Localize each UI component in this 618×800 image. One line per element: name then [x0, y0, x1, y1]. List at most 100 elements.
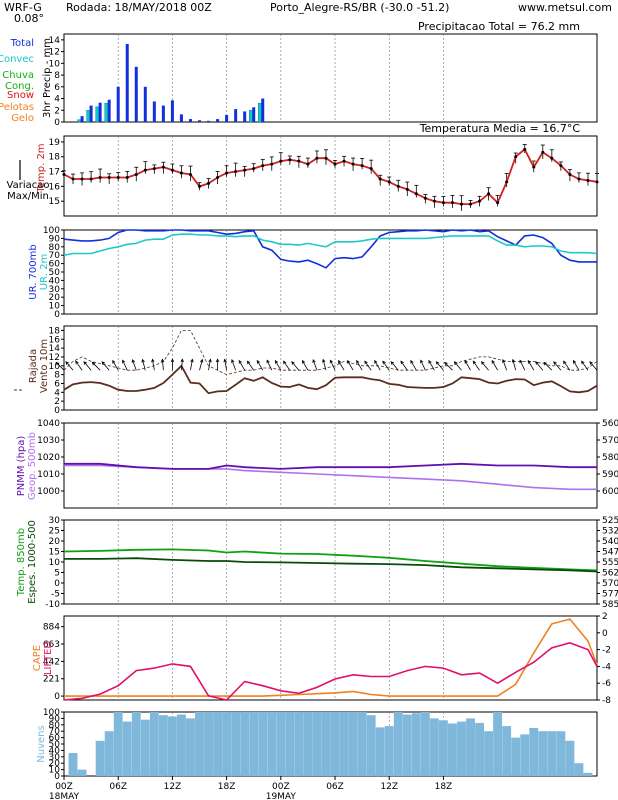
wind-arrow-head [589, 361, 593, 365]
ytick-label: 2 [54, 397, 60, 407]
wind-arrow [436, 361, 444, 371]
ytick-label: 19 [49, 138, 61, 148]
wind-arrow [238, 360, 246, 371]
wind-arrow [283, 360, 291, 371]
temp-point [143, 168, 147, 172]
wind-arrow-head [410, 359, 414, 364]
cloud-bar [339, 712, 349, 776]
espes-line [64, 557, 598, 573]
cloud-bar [149, 712, 159, 776]
precip-ylabel-line: 3hr Precip - mm [42, 38, 53, 118]
precip-panel-frame [63, 33, 598, 123]
ytick-label: 1040 [37, 419, 60, 429]
temp-point [198, 184, 202, 188]
precip-total-bar [152, 101, 156, 122]
wind-arrow-head [83, 361, 87, 365]
header: WRF-G 0.08° Rodada: 18/MAY/2018 00Z Port… [4, 1, 612, 25]
ytick-label: 0 [54, 692, 60, 702]
wind-panel-frame [63, 325, 598, 411]
temp-ylabel-line: Temp. 2m [36, 143, 47, 193]
legend-4: Gelo [11, 113, 34, 124]
wind-arrow-head [112, 359, 116, 364]
temp-point [459, 202, 463, 206]
humidity-ylabel-line: UR. 700mb [28, 244, 39, 299]
temp-point [496, 201, 500, 205]
wind-arrow [55, 362, 65, 371]
ytick-label: 90 [49, 234, 61, 244]
wind-arrow-head [160, 358, 165, 363]
cape-ylabel-line: LIFTED [43, 641, 54, 676]
wind-arrow-head [200, 358, 204, 363]
wind-arrow-head [55, 361, 60, 366]
ytick-label: 12 [49, 48, 60, 58]
legend-4: Pelotas [0, 102, 34, 113]
wind-arrow [208, 359, 211, 371]
temp-point [333, 162, 337, 166]
ytick-label: -10 [45, 600, 60, 610]
temp-point [261, 164, 265, 168]
cloud-bar [484, 731, 494, 776]
wind-arrow [464, 360, 471, 371]
temp-point [225, 171, 229, 175]
precip-total-bar [170, 100, 174, 122]
temp-point [369, 167, 373, 171]
ytick-label: 16 [49, 182, 61, 192]
ytick-label: 15 [49, 197, 60, 207]
pressure-ylabel: PNMM (hpa) Geop. 500mb [16, 432, 38, 500]
cloud-bar [393, 712, 403, 776]
wind-arrow-head [400, 360, 404, 365]
wind-arrow [181, 359, 183, 371]
variacao-label: Variacao [7, 180, 50, 191]
wind-arrow [312, 359, 318, 371]
cloud-bar [204, 712, 213, 776]
temp-media-title: Temperatura Media = 16.7°C [419, 122, 581, 135]
station-name: Porto_Alegre-RS/BR (-30.0 -51.2) [270, 1, 449, 14]
wind-arrow [338, 360, 345, 371]
cloud-bar [312, 712, 322, 776]
cloud-bar [565, 740, 575, 776]
ytick-label: 100 [43, 226, 60, 236]
day-label: 18MAY [49, 792, 80, 800]
wind-arrow [190, 359, 193, 371]
ytick-label: 80 [49, 721, 61, 731]
cloud-bar [176, 714, 186, 776]
ytick-label: 0 [54, 579, 60, 589]
y2tick-label: 570 [602, 579, 618, 589]
precip-ylabel: 3hr Precip - mm [42, 38, 53, 118]
wind-arrow-head [563, 360, 567, 365]
cloud-bar [276, 712, 286, 776]
wind-arrow-head [291, 361, 295, 365]
pressure-ylabel-line: PNMM (hpa) [16, 436, 27, 497]
wind-arrow [535, 361, 544, 371]
cloud-bar [538, 731, 548, 776]
temp-point [405, 187, 409, 191]
temp-point [478, 199, 482, 203]
wind-arrow-head [223, 358, 227, 363]
precip-total-title: Precipitacao Total = 76.2 mm [418, 20, 580, 33]
cloud-bar [294, 712, 304, 776]
temp-point [80, 177, 84, 181]
precip-total-bar [261, 98, 265, 122]
cloud-bar [249, 712, 259, 776]
precip-total-bar [107, 99, 111, 122]
wind-arrow-head [347, 359, 351, 364]
day-label: 19MAY [266, 792, 297, 800]
wind-arrow-head [65, 361, 69, 365]
wind-arrow-head [535, 361, 539, 365]
ytick-label: 40 [49, 746, 61, 756]
temp-point [351, 162, 355, 166]
precip-total-bar [188, 119, 192, 122]
wind-arrow-head [329, 359, 333, 364]
ur700-line [63, 229, 597, 269]
site-link[interactable]: www.metsul.com [518, 1, 612, 14]
wind-ylabel-line: Vento 10m [39, 339, 50, 393]
precip-total-bar [125, 43, 129, 123]
temp-point [532, 165, 536, 169]
precip-total-bar [179, 114, 183, 122]
legend-2: Chuva [2, 70, 34, 81]
precip-total-bar [134, 66, 138, 122]
cloud-bar [457, 721, 466, 776]
temp-point [396, 184, 400, 188]
wind-arrow-head [420, 359, 424, 364]
